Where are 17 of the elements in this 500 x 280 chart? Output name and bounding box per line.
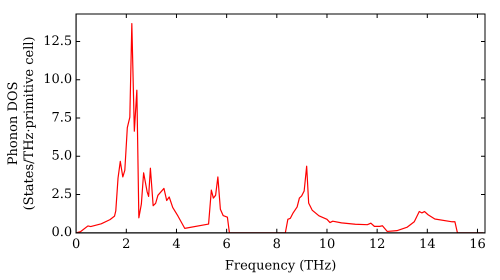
x-tick-label: 2 [122,236,130,252]
x-tick-label: 8 [272,236,281,252]
x-tick-label: 14 [419,236,436,252]
y-tick-label: 12.5 [43,34,72,49]
y-tick-label: 10.0 [43,72,72,88]
x-tick-label: 16 [469,236,486,252]
y-tick-label: 2.5 [51,186,72,202]
x-axis-title: Frequency (THz) [224,258,336,274]
y-tick-label: 7.5 [51,110,72,126]
x-tick-label: 12 [368,236,386,252]
y-axis-title: Phonon DOS (States/THz·primitive cell) [6,36,37,210]
x-tick-label: 0 [72,236,80,252]
y-tick-label: 5.0 [51,148,72,164]
x-tick-label: 10 [318,236,336,252]
y-tick-label: 0.0 [51,225,72,240]
x-tick-label: 6 [222,236,231,252]
x-tick-label: 4 [172,236,181,252]
